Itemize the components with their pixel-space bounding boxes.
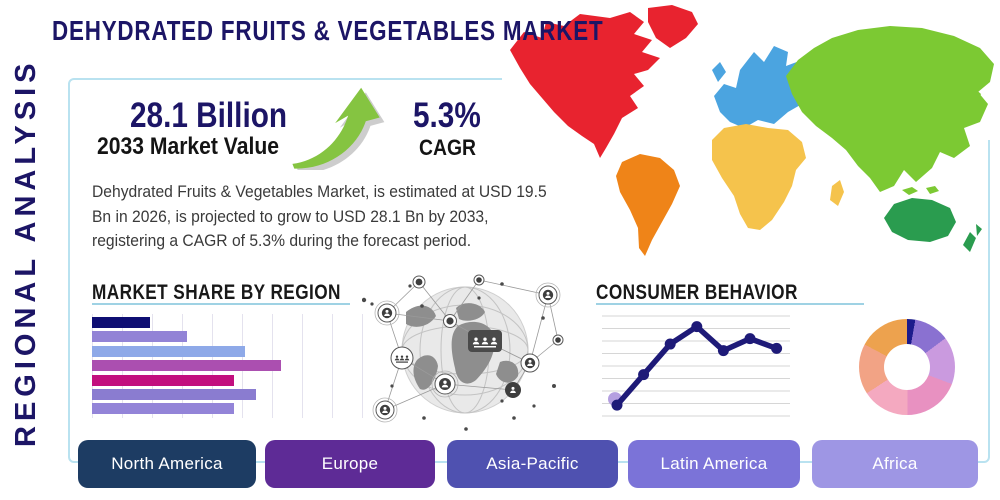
market-share-bar bbox=[92, 403, 234, 415]
cagr-value: 5.3% bbox=[413, 96, 481, 135]
description-line: registering a CAGR of 5.3% during the fo… bbox=[92, 231, 472, 250]
map-asia bbox=[786, 26, 994, 192]
market-value: 28.1 Billion bbox=[130, 96, 288, 135]
market-share-bar bbox=[92, 331, 187, 343]
market-share-bar bbox=[92, 317, 151, 328]
people-badge-icon bbox=[468, 330, 502, 352]
growth-arrow-icon bbox=[285, 78, 389, 175]
map-greenland bbox=[648, 5, 698, 48]
map-new-zealand bbox=[963, 224, 982, 252]
map-europe bbox=[714, 46, 816, 128]
page-title: DEHYDRATED FRUITS & VEGETABLES MARKET bbox=[52, 15, 604, 46]
market-value-label: 2033 Market Value bbox=[97, 133, 279, 160]
region-button-latin-america[interactable]: Latin America bbox=[628, 440, 800, 488]
map-madagascar bbox=[830, 180, 844, 206]
description-line: Dehydrated Fruits & Vegetables Market, i… bbox=[92, 182, 547, 201]
map-indonesia bbox=[902, 186, 939, 195]
network-node-icons bbox=[372, 274, 564, 423]
region-button-europe[interactable]: Europe bbox=[265, 440, 435, 488]
map-japan bbox=[967, 86, 981, 108]
world-map bbox=[502, 0, 998, 268]
world-map-svg bbox=[510, 5, 994, 256]
market-share-underline bbox=[92, 303, 350, 305]
consumer-behavior-underline bbox=[596, 303, 864, 305]
map-africa bbox=[712, 124, 806, 230]
donut-hole bbox=[884, 344, 930, 390]
market-share-bar bbox=[92, 388, 257, 400]
consumer-behavior-chart bbox=[602, 315, 790, 417]
market-share-bar bbox=[92, 374, 234, 386]
market-share-bar bbox=[92, 360, 282, 372]
regional-share-donut bbox=[859, 319, 955, 415]
region-button-africa[interactable]: Africa bbox=[812, 440, 978, 488]
map-north-america bbox=[510, 12, 660, 158]
sidebar-vertical-label: REGIONAL ANALYSIS bbox=[10, 58, 42, 447]
map-australia bbox=[884, 198, 956, 242]
network-globe-icon bbox=[361, 266, 568, 443]
market-share-bars bbox=[92, 314, 370, 418]
region-button-north-america[interactable]: North America bbox=[78, 440, 256, 488]
consumer-behavior-title: CONSUMER BEHAVIOR bbox=[596, 281, 798, 304]
panel-right-border bbox=[988, 140, 990, 268]
region-button-asia-pacific[interactable]: Asia-Pacific bbox=[447, 440, 618, 488]
cagr-label: CAGR bbox=[419, 135, 477, 160]
description-line: Bn in 2026, is projected to grow to USD … bbox=[92, 206, 489, 226]
market-description: Dehydrated Fruits & Vegetables Market, i… bbox=[92, 180, 586, 254]
map-south-america bbox=[616, 154, 680, 256]
market-share-title: MARKET SHARE BY REGION bbox=[92, 281, 341, 304]
map-uk bbox=[712, 62, 726, 82]
market-share-bar bbox=[92, 345, 245, 357]
